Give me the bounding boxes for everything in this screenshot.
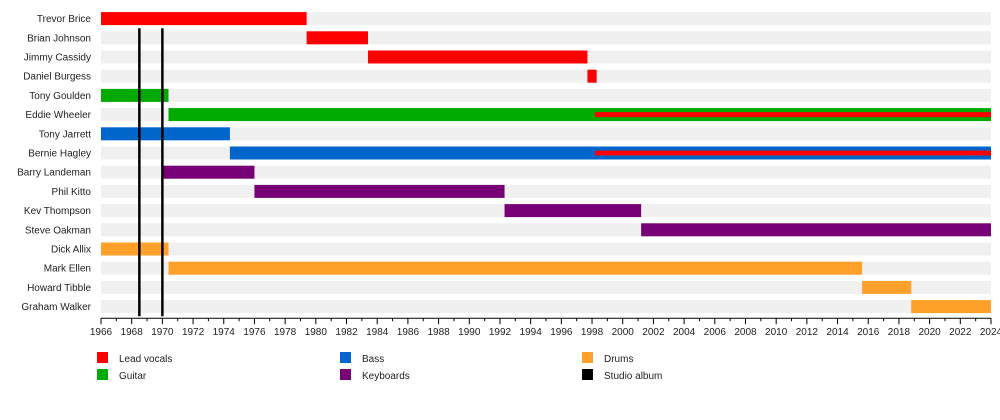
row-background <box>101 242 991 256</box>
member-bars <box>101 12 992 314</box>
x-tick-label: 1992 <box>489 327 512 338</box>
row-background <box>101 184 991 198</box>
member-label: Mark Ellen <box>44 264 91 275</box>
row-background <box>101 300 991 314</box>
member-label: Kev Thompson <box>24 206 91 217</box>
bar-drums <box>862 280 912 294</box>
legend-label: Lead vocals <box>119 354 172 365</box>
bar-keys <box>641 223 991 237</box>
legend-label: Guitar <box>119 371 147 382</box>
x-tick-label: 1984 <box>366 327 389 338</box>
x-axis: 1966 1968 1970 1972 1974 1976 1978 1980 1982 1984… <box>90 317 1000 338</box>
row-background <box>101 127 991 141</box>
x-tick-label: 2010 <box>765 327 788 338</box>
row-background <box>101 280 991 294</box>
x-tick-label: 1968 <box>121 327 144 338</box>
x-tick-label: 1976 <box>243 327 266 338</box>
x-tick-label: 1986 <box>397 327 420 338</box>
bar-secondary-vocals <box>595 112 991 118</box>
legend-swatch-guitar <box>97 369 108 380</box>
legend-swatch-album <box>582 369 593 380</box>
x-tick-label: 2008 <box>734 327 757 338</box>
member-label: Tony Jarrett <box>39 129 91 140</box>
member-label: Brian Johnson <box>27 33 91 44</box>
x-tick-label: 2022 <box>949 327 972 338</box>
legend-label: Drums <box>604 354 633 365</box>
legend-swatch-keys <box>340 369 351 380</box>
member-label: Eddie Wheeler <box>25 110 91 121</box>
member-label: Bernie Hagley <box>28 149 91 160</box>
legend-label: Studio album <box>604 371 662 382</box>
bar-drums <box>101 242 169 256</box>
member-label: Steve Oakman <box>25 225 91 236</box>
member-label: Tony Goulden <box>29 91 91 102</box>
bar-vocals <box>101 12 307 26</box>
member-label: Daniel Burgess <box>23 72 91 83</box>
x-tick-label: 2002 <box>642 327 665 338</box>
bar-bass <box>101 127 230 141</box>
x-tick-label: 1966 <box>90 327 113 338</box>
bar-guitar <box>168 108 992 122</box>
bar-vocals <box>587 69 597 83</box>
x-tick-label: 1988 <box>427 327 450 338</box>
studio-album-lines <box>138 28 164 317</box>
row-background <box>101 165 991 179</box>
x-tick-label: 2024 <box>980 327 1000 338</box>
x-tick-label: 1974 <box>213 327 236 338</box>
member-labels: Trevor Brice Brian Johnson Jimmy Cassidy Da… <box>17 14 92 313</box>
bar-drums <box>911 300 991 314</box>
row-background <box>101 88 991 102</box>
row-background <box>101 31 991 45</box>
bar-keys <box>254 184 505 198</box>
legend-swatch-vocals <box>97 352 108 363</box>
bar-keys <box>162 165 255 179</box>
bar-secondary-vocals <box>595 150 991 156</box>
x-tick-label: 2020 <box>918 327 941 338</box>
member-label: Graham Walker <box>21 302 91 313</box>
legend-swatch-drums <box>582 352 593 363</box>
legend-swatch-bass <box>340 352 351 363</box>
member-label: Jimmy Cassidy <box>24 53 91 64</box>
x-tick-label: 2000 <box>612 327 635 338</box>
member-label: Howard Tibble <box>27 283 91 294</box>
x-tick-label: 2012 <box>796 327 819 338</box>
row-background <box>101 69 991 83</box>
x-tick-label: 1994 <box>520 327 543 338</box>
x-tick-label: 2018 <box>888 327 911 338</box>
x-tick-label: 1972 <box>182 327 205 338</box>
member-label: Barry Landeman <box>17 168 91 179</box>
x-tick-label: 1980 <box>305 327 328 338</box>
bar-vocals <box>306 31 368 45</box>
x-tick-label: 1990 <box>458 327 481 338</box>
member-label: Phil Kitto <box>52 187 92 198</box>
bar-keys <box>504 204 642 218</box>
x-tick-label: 2004 <box>673 327 696 338</box>
x-tick-label: 1970 <box>151 327 174 338</box>
x-tick-label: 1982 <box>335 327 358 338</box>
row-background <box>101 12 991 26</box>
legend: Lead vocals Guitar Bass Keyboards Drums Studi… <box>97 352 662 382</box>
x-tick-label: 2006 <box>704 327 727 338</box>
member-label: Trevor Brice <box>37 14 92 25</box>
x-tick-label: 2016 <box>857 327 880 338</box>
legend-label: Keyboards <box>362 371 410 382</box>
bar-guitar <box>101 88 169 102</box>
x-tick-label: 1978 <box>274 327 297 338</box>
member-label: Dick Allix <box>51 245 91 256</box>
bar-drums <box>168 261 863 275</box>
legend-label: Bass <box>362 354 384 365</box>
x-tick-label: 1998 <box>581 327 604 338</box>
bar-vocals <box>368 50 588 64</box>
x-tick-label: 1996 <box>550 327 573 338</box>
x-tick-label: 2014 <box>826 327 849 338</box>
